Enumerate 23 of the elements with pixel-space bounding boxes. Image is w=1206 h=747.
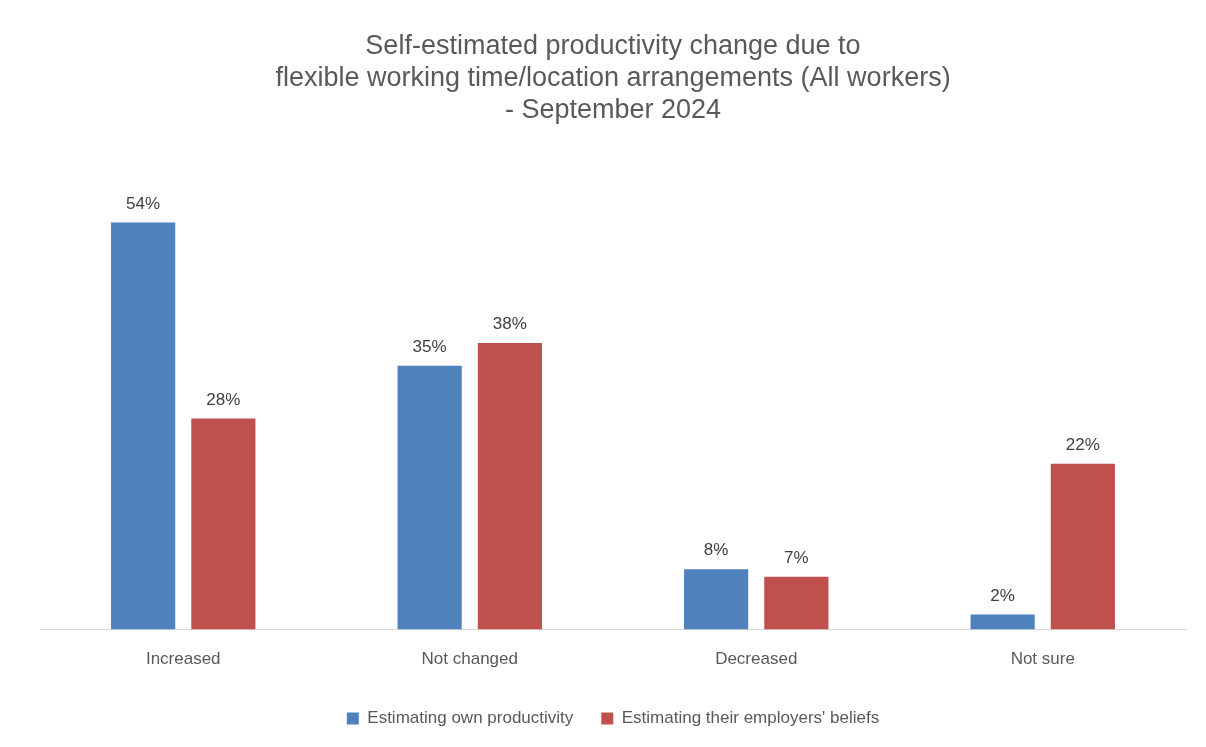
bar (764, 576, 829, 630)
bar (1050, 463, 1115, 630)
bar (397, 365, 462, 630)
data-label: 38% (492, 314, 527, 334)
x-tick-label: Not changed (421, 649, 518, 669)
bar (111, 222, 176, 630)
data-label: 7% (784, 548, 809, 568)
data-label: 2% (990, 585, 1015, 605)
data-label: 8% (703, 540, 729, 560)
x-tick-label: Not sure (1010, 649, 1075, 669)
legend-label: Estimating their employers' beliefs (621, 708, 880, 728)
data-label: 22% (1065, 434, 1100, 454)
bar (970, 614, 1035, 630)
bar (684, 569, 749, 630)
data-label: 54% (126, 193, 161, 213)
bar (191, 418, 256, 630)
data-label: 28% (206, 389, 241, 409)
x-tick-label: Increased (145, 649, 221, 669)
legend-label: Estimating own productivity (367, 708, 574, 728)
data-label: 35% (412, 336, 447, 356)
x-tick-label: Decreased (715, 649, 798, 669)
bar (477, 343, 542, 630)
chart-title: Self-estimated productivity change due to flexible working time/location arrangements (All workers) - September 2024 (275, 29, 951, 125)
